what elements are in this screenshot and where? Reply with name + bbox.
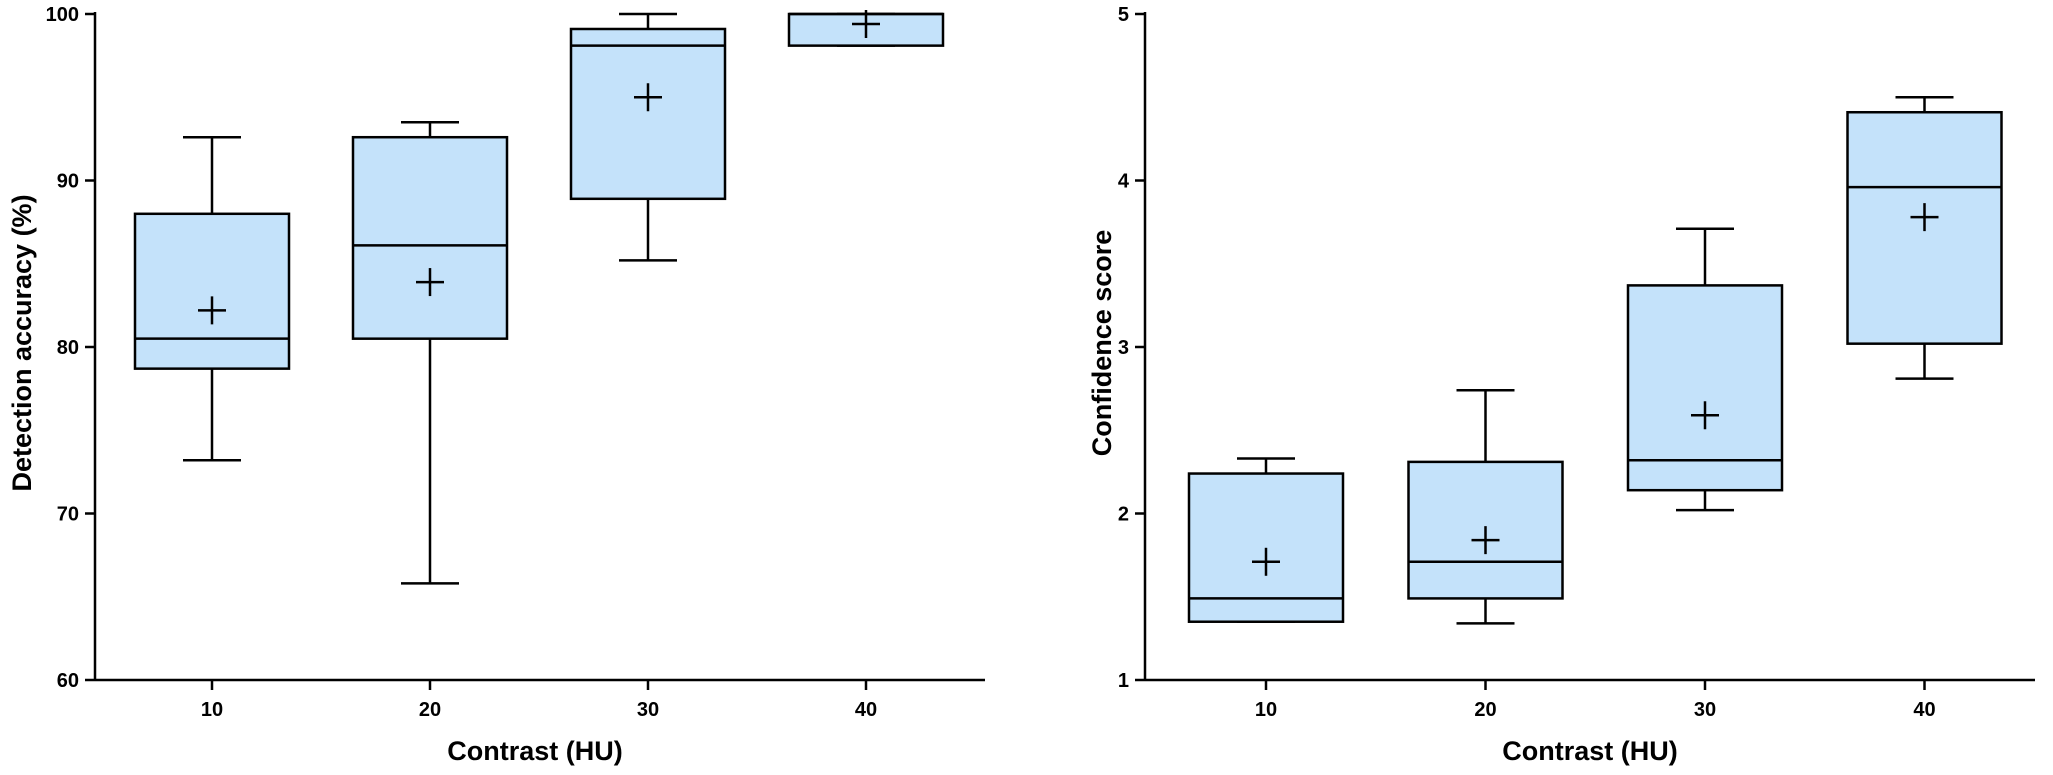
- y-tick-label: 3: [1118, 337, 1129, 359]
- box-20: [351, 120, 509, 585]
- x-tick-label: 20: [1474, 699, 1496, 721]
- mean-marker: [852, 9, 880, 38]
- box-30: [569, 12, 727, 262]
- y-tick-label: 100: [46, 4, 79, 26]
- mean-marker: [1910, 203, 1939, 232]
- y-tick-label: 60: [57, 670, 79, 692]
- y-tick-label: 90: [57, 171, 79, 193]
- box-40: [787, 9, 945, 47]
- mean-marker: [634, 83, 662, 112]
- x-axis-title: Contrast (HU): [447, 736, 623, 766]
- box-10: [1187, 457, 1345, 623]
- y-tick-label: 70: [57, 504, 79, 526]
- y-tick-label: 2: [1118, 504, 1129, 526]
- mean-marker: [1252, 547, 1280, 576]
- y-tick-label: 5: [1118, 4, 1129, 26]
- box-30: [1626, 227, 1784, 512]
- y-tick-label: 4: [1118, 171, 1130, 193]
- confidence-score-chart: 1 2 3 4 5 10 20 30 40 Contrast (HU) Confidence sco…: [1087, 4, 2035, 766]
- x-tick-label: 40: [855, 699, 877, 721]
- y-axis-title: Detection accuracy (%): [7, 194, 37, 491]
- interquartile-box: [1187, 472, 1345, 623]
- box-10: [133, 135, 291, 462]
- mean-marker: [416, 268, 444, 297]
- x-tick-label: 30: [1694, 699, 1716, 721]
- interquartile-box: [133, 212, 291, 370]
- y-tick-label: 80: [57, 337, 79, 359]
- x-tick-label: 10: [201, 699, 223, 721]
- y-tick-label: 1: [1118, 670, 1129, 692]
- x-tick-label: 30: [637, 699, 659, 721]
- x-tick-label: 20: [419, 699, 441, 721]
- x-axis-title: Contrast (HU): [1502, 736, 1678, 766]
- interquartile-box: [569, 27, 727, 201]
- box-20: [1407, 389, 1564, 625]
- x-tick-label: 40: [1913, 699, 1935, 721]
- mean-marker: [198, 296, 226, 325]
- mean-marker: [1471, 526, 1500, 555]
- box-40: [1846, 96, 2003, 380]
- interquartile-box: [1626, 284, 1784, 492]
- y-axis-title: Confidence score: [1087, 230, 1117, 457]
- mean-marker: [1691, 401, 1719, 430]
- interquartile-box: [351, 135, 509, 340]
- x-tick-label: 10: [1255, 699, 1277, 721]
- detection-accuracy-chart: 60 70 80 90 100 10 20 30 40 Contrast (HU) Detectio…: [7, 4, 985, 766]
